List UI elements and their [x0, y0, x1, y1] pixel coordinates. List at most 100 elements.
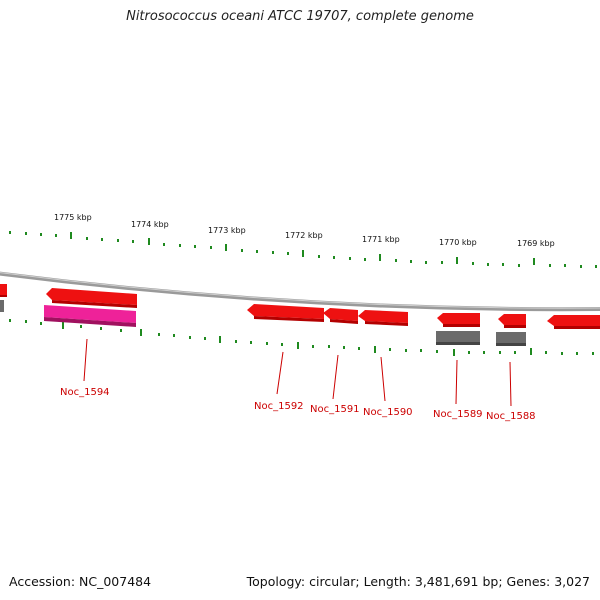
minor-tick — [210, 246, 212, 249]
kbp-label: 1772 kbp — [285, 231, 323, 240]
minor-tick — [564, 264, 566, 267]
minor-tick — [518, 264, 520, 267]
genome-backbone-highlight — [0, 272, 600, 309]
kbp-label: 1773 kbp — [208, 226, 246, 235]
gene-arrow — [443, 324, 480, 327]
kbp-label: 1770 kbp — [439, 238, 477, 247]
gene-track-upper — [0, 284, 600, 329]
gene-arrow — [0, 284, 7, 295]
minor-tick — [179, 244, 181, 247]
minor-tick — [55, 234, 57, 237]
gene-arrow — [52, 300, 137, 308]
minor-tick — [158, 333, 160, 336]
minor-tick — [101, 238, 103, 241]
minor-tick — [9, 319, 11, 322]
major-tick — [219, 336, 221, 343]
minor-tick — [256, 250, 258, 253]
minor-tick — [545, 351, 547, 354]
minor-tick — [173, 334, 175, 337]
minor-tick — [410, 260, 412, 263]
gene-label[interactable]: Noc_1592 — [254, 401, 304, 412]
gene-arrow — [323, 308, 358, 321]
gene-label[interactable]: Noc_1590 — [363, 407, 413, 418]
gene-block — [44, 317, 136, 327]
minor-tick — [40, 322, 42, 325]
minor-tick — [117, 239, 119, 242]
minor-tick — [395, 259, 397, 262]
minor-tick — [595, 265, 597, 268]
minor-tick — [420, 349, 422, 352]
gene-label[interactable]: Noc_1588 — [486, 411, 536, 422]
kbp-label: 1774 kbp — [131, 220, 169, 229]
minor-tick — [502, 263, 504, 266]
minor-tick — [250, 341, 252, 344]
minor-tick — [287, 252, 289, 255]
minor-tick — [389, 348, 391, 351]
minor-tick — [163, 243, 165, 246]
gene-arrow — [46, 288, 137, 305]
minor-tick — [312, 345, 314, 348]
minor-tick — [266, 342, 268, 345]
minor-tick — [580, 265, 582, 268]
major-tick — [533, 258, 535, 265]
major-tick — [140, 329, 142, 336]
minor-tick — [25, 232, 27, 235]
gene-block — [0, 300, 4, 312]
minor-tick — [425, 261, 427, 264]
minor-tick — [549, 264, 551, 267]
gene-arrow — [0, 295, 7, 297]
gene-arrow — [254, 316, 324, 322]
minor-tick — [333, 256, 335, 259]
major-tick — [62, 322, 64, 329]
minor-tick — [281, 343, 283, 346]
kbp-label: 1769 kbp — [517, 239, 555, 248]
minor-tick — [272, 251, 274, 254]
leader-line — [332, 354, 339, 400]
gene-arrow — [554, 326, 600, 329]
gene-arrow — [247, 304, 324, 319]
minor-tick — [343, 346, 345, 349]
minor-tick — [358, 347, 360, 350]
minor-tick — [405, 349, 407, 352]
minor-tick — [40, 233, 42, 236]
major-tick — [302, 250, 304, 257]
gene-label[interactable]: Noc_1589 — [433, 409, 483, 420]
minor-tick — [483, 351, 485, 354]
gene-block — [496, 343, 526, 346]
gene-block — [436, 342, 480, 345]
gene-arrow — [358, 310, 408, 323]
gene-arrow — [547, 315, 600, 326]
minor-tick — [514, 351, 516, 354]
gene-arrow — [330, 319, 358, 324]
major-tick — [70, 232, 72, 239]
leader-line — [276, 351, 284, 395]
major-tick — [297, 342, 299, 349]
minor-tick — [468, 351, 470, 354]
gene-label[interactable]: Noc_1594 — [60, 387, 110, 398]
gene-label[interactable]: Noc_1591 — [310, 404, 360, 415]
minor-tick — [576, 352, 578, 355]
major-tick — [148, 238, 150, 245]
gene-arrow — [437, 313, 480, 324]
minor-tick — [364, 258, 366, 261]
minor-tick — [235, 340, 237, 343]
minor-tick — [328, 345, 330, 348]
minor-tick — [120, 329, 122, 332]
leader-line — [509, 361, 512, 407]
leader-line — [83, 338, 88, 382]
minor-tick — [349, 257, 351, 260]
major-tick — [374, 346, 376, 353]
upper-scale — [9, 231, 597, 268]
minor-tick — [25, 320, 27, 323]
gene-arrow — [498, 314, 526, 325]
minor-tick — [204, 337, 206, 340]
genome-backbone — [0, 271, 600, 312]
map-title: Nitrosococcus oceani ATCC 19707, complet… — [126, 9, 474, 24]
gene-block — [436, 331, 480, 342]
kbp-label: 1775 kbp — [54, 213, 92, 222]
topology-text: Topology: circular; Length: 3,481,691 bp… — [246, 574, 590, 589]
accession-text: Accession: NC_007484 — [9, 574, 152, 589]
minor-tick — [318, 255, 320, 258]
gene-arrow — [504, 325, 526, 328]
minor-tick — [86, 237, 88, 240]
